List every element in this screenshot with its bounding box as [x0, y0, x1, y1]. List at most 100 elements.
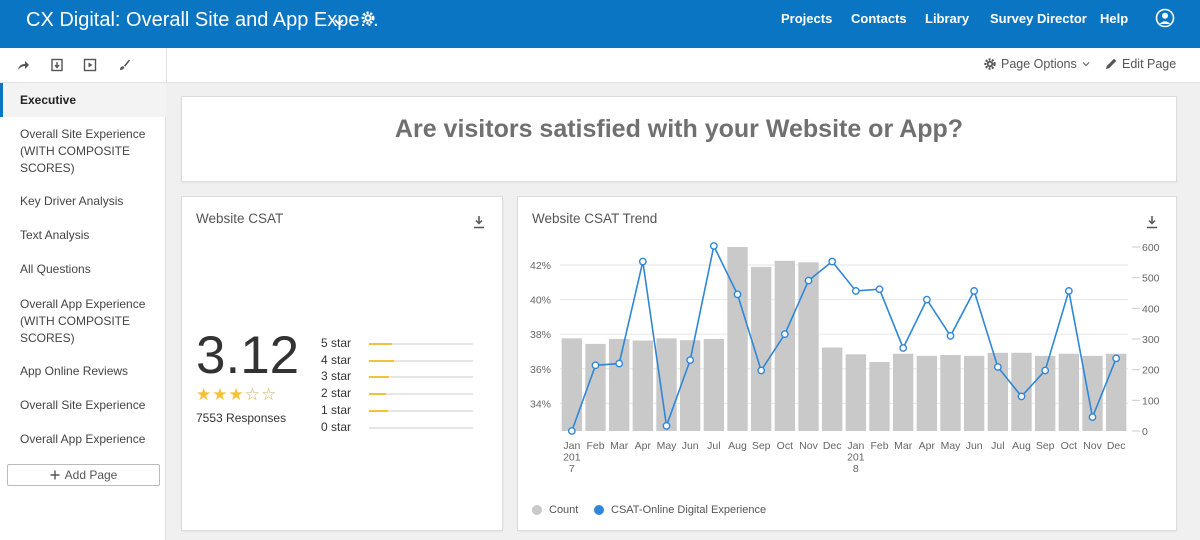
x-tick-label: Mar	[610, 440, 629, 452]
chevron-down-icon[interactable]	[333, 12, 345, 32]
x-tick-label: Jul	[707, 440, 720, 452]
present-icon[interactable]	[83, 58, 97, 72]
y-left-tick-label: 36%	[530, 364, 551, 376]
x-tick-label: Feb	[586, 440, 604, 452]
paint-brush-icon[interactable]	[117, 58, 131, 72]
project-title[interactable]: CX Digital: Overall Site and App Expe…	[26, 9, 380, 31]
nav-help[interactable]: Help	[1100, 11, 1129, 26]
download-icon[interactable]	[1146, 215, 1158, 229]
csat-point	[1017, 392, 1026, 401]
edit-page-button[interactable]: Edit Page	[1104, 57, 1176, 71]
y-right-tick-label: 500	[1142, 273, 1160, 285]
rating-row: 1 star	[321, 403, 481, 417]
csat-point	[946, 332, 955, 340]
csat-point	[970, 287, 979, 295]
x-tick-label: 7	[569, 463, 575, 475]
nav-library[interactable]: Library	[925, 11, 970, 26]
csat-point	[686, 356, 695, 365]
nav-survey-director[interactable]: Survey Director	[990, 11, 1087, 26]
y-left-tick-label: 40%	[530, 295, 551, 307]
nav-contacts[interactable]: Contacts	[851, 11, 907, 26]
rating-bar-track	[369, 359, 473, 362]
count-bar	[1105, 353, 1127, 431]
csat-point	[1041, 366, 1050, 375]
star-empty-icon: ☆	[244, 385, 261, 404]
count-bar	[798, 262, 819, 431]
star-filled-icon: ★	[228, 385, 245, 404]
count-bar	[585, 343, 606, 431]
count-bar	[1082, 355, 1103, 431]
add-page-button[interactable]: Add Page	[7, 464, 160, 486]
y-right-tick-label: 400	[1142, 303, 1160, 315]
star-rating: ★★★☆☆	[196, 385, 277, 405]
count-bar	[916, 355, 938, 431]
rating-row: 4 star	[321, 353, 481, 367]
sidebar-item-overall-site-composite[interactable]: Overall Site Experience (WITH COMPOSITE …	[20, 127, 146, 175]
csat-point	[662, 421, 671, 430]
x-tick-label: Apr	[635, 440, 652, 452]
x-tick-label: Sep	[752, 440, 771, 452]
sidebar-item-overall-app-composite[interactable]: Overall App Experience (WITH COMPOSITE S…	[20, 297, 146, 345]
csat-point	[638, 257, 647, 266]
sidebar-item-app-online-reviews[interactable]: App Online Reviews	[20, 364, 129, 378]
sidebar-item-overall-app-experience[interactable]: Overall App Experience	[20, 432, 146, 446]
website-csat-trend-card: Website CSAT Trend 34% 36% 38% 40% 42% 0 100 20…	[517, 196, 1177, 531]
user-account-icon[interactable]	[1155, 8, 1175, 28]
count-bar	[561, 338, 583, 431]
x-tick-label: Feb	[870, 440, 888, 452]
x-tick-label: May	[941, 440, 962, 452]
export-icon[interactable]	[50, 58, 64, 72]
star-filled-icon: ★	[212, 385, 229, 404]
y-right-tick-label: 300	[1142, 334, 1160, 346]
x-tick-label: Jul	[991, 440, 1004, 452]
csat-trend-chart: 34%36%38%40%42%0100200300400500600Jan201…	[530, 242, 1160, 475]
x-tick-label: 201	[563, 452, 581, 464]
page-options-label: Page Options	[1001, 57, 1077, 71]
y-right-tick-label: 600	[1142, 242, 1160, 254]
csat-point	[1088, 413, 1097, 422]
count-bar	[679, 340, 701, 431]
count-bar	[963, 355, 985, 431]
nav-projects[interactable]: Projects	[781, 11, 833, 26]
sidebar-item-text-analysis[interactable]: Text Analysis	[20, 228, 90, 242]
sidebar-item-key-driver-analysis[interactable]: Key Driver Analysis	[20, 194, 124, 208]
csat-point	[922, 295, 931, 304]
count-bar	[821, 347, 843, 431]
csat-point	[780, 330, 789, 339]
csat-point	[804, 276, 813, 285]
sidebar-item-all-questions[interactable]: All Questions	[20, 262, 91, 276]
y-right-tick-label: 0	[1142, 426, 1148, 438]
csat-point	[591, 361, 600, 370]
plus-icon	[50, 470, 60, 480]
csat-point	[615, 359, 624, 368]
add-page-label: Add Page	[64, 468, 118, 482]
count-bar	[727, 247, 748, 431]
count-bar	[750, 266, 772, 431]
sidebar-item-overall-site-experience[interactable]: Overall Site Experience	[20, 398, 146, 412]
top-bar: CX Digital: Overall Site and App Expe… P…	[0, 0, 1200, 48]
legend-count[interactable]: Count	[532, 504, 578, 516]
edit-page-label: Edit Page	[1122, 57, 1177, 71]
legend-swatch	[594, 505, 604, 515]
sidebar-item-executive[interactable]: Executive	[0, 83, 166, 117]
legend-csat[interactable]: CSAT-Online Digital Experience	[594, 504, 766, 516]
download-icon[interactable]	[473, 215, 485, 229]
count-bar	[656, 338, 677, 431]
rating-label: 0 star	[321, 419, 352, 434]
csat-point	[733, 290, 742, 299]
legend-swatch	[532, 505, 542, 515]
banner-title: Are visitors satisfied with your Website…	[394, 115, 964, 143]
rating-label: 5 star	[321, 336, 352, 350]
rating-bar-track	[369, 426, 473, 429]
page-options-button[interactable]: Page Options	[983, 57, 1091, 71]
rating-bar-track	[369, 343, 473, 345]
page-sidebar: Executive Overall Site Experience (WITH …	[0, 83, 166, 540]
y-left-tick-label: 38%	[530, 329, 551, 341]
share-icon[interactable]	[16, 58, 30, 72]
csat-point	[993, 363, 1002, 371]
card-title: Website CSAT Trend	[532, 211, 658, 226]
banner-card: Are visitors satisfied with your Website…	[181, 96, 1177, 182]
y-right-tick-label: 200	[1142, 365, 1160, 377]
gear-icon[interactable]	[360, 10, 376, 26]
x-tick-label: Dec	[1107, 440, 1126, 452]
